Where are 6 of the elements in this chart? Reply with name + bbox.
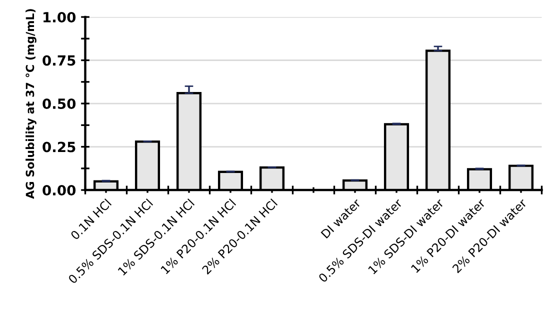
y-tick-label: 0.50 bbox=[42, 98, 76, 109]
y-tick-label: 0.75 bbox=[42, 55, 76, 66]
y-tick-label: 1.00 bbox=[44, 12, 76, 22]
y-tick-label: 0.25 bbox=[42, 142, 76, 152]
y-axis-title: AG Solubility at 37 °C (mg/mL) bbox=[26, 9, 36, 199]
y-tick-label: 0.00 bbox=[42, 185, 76, 196]
